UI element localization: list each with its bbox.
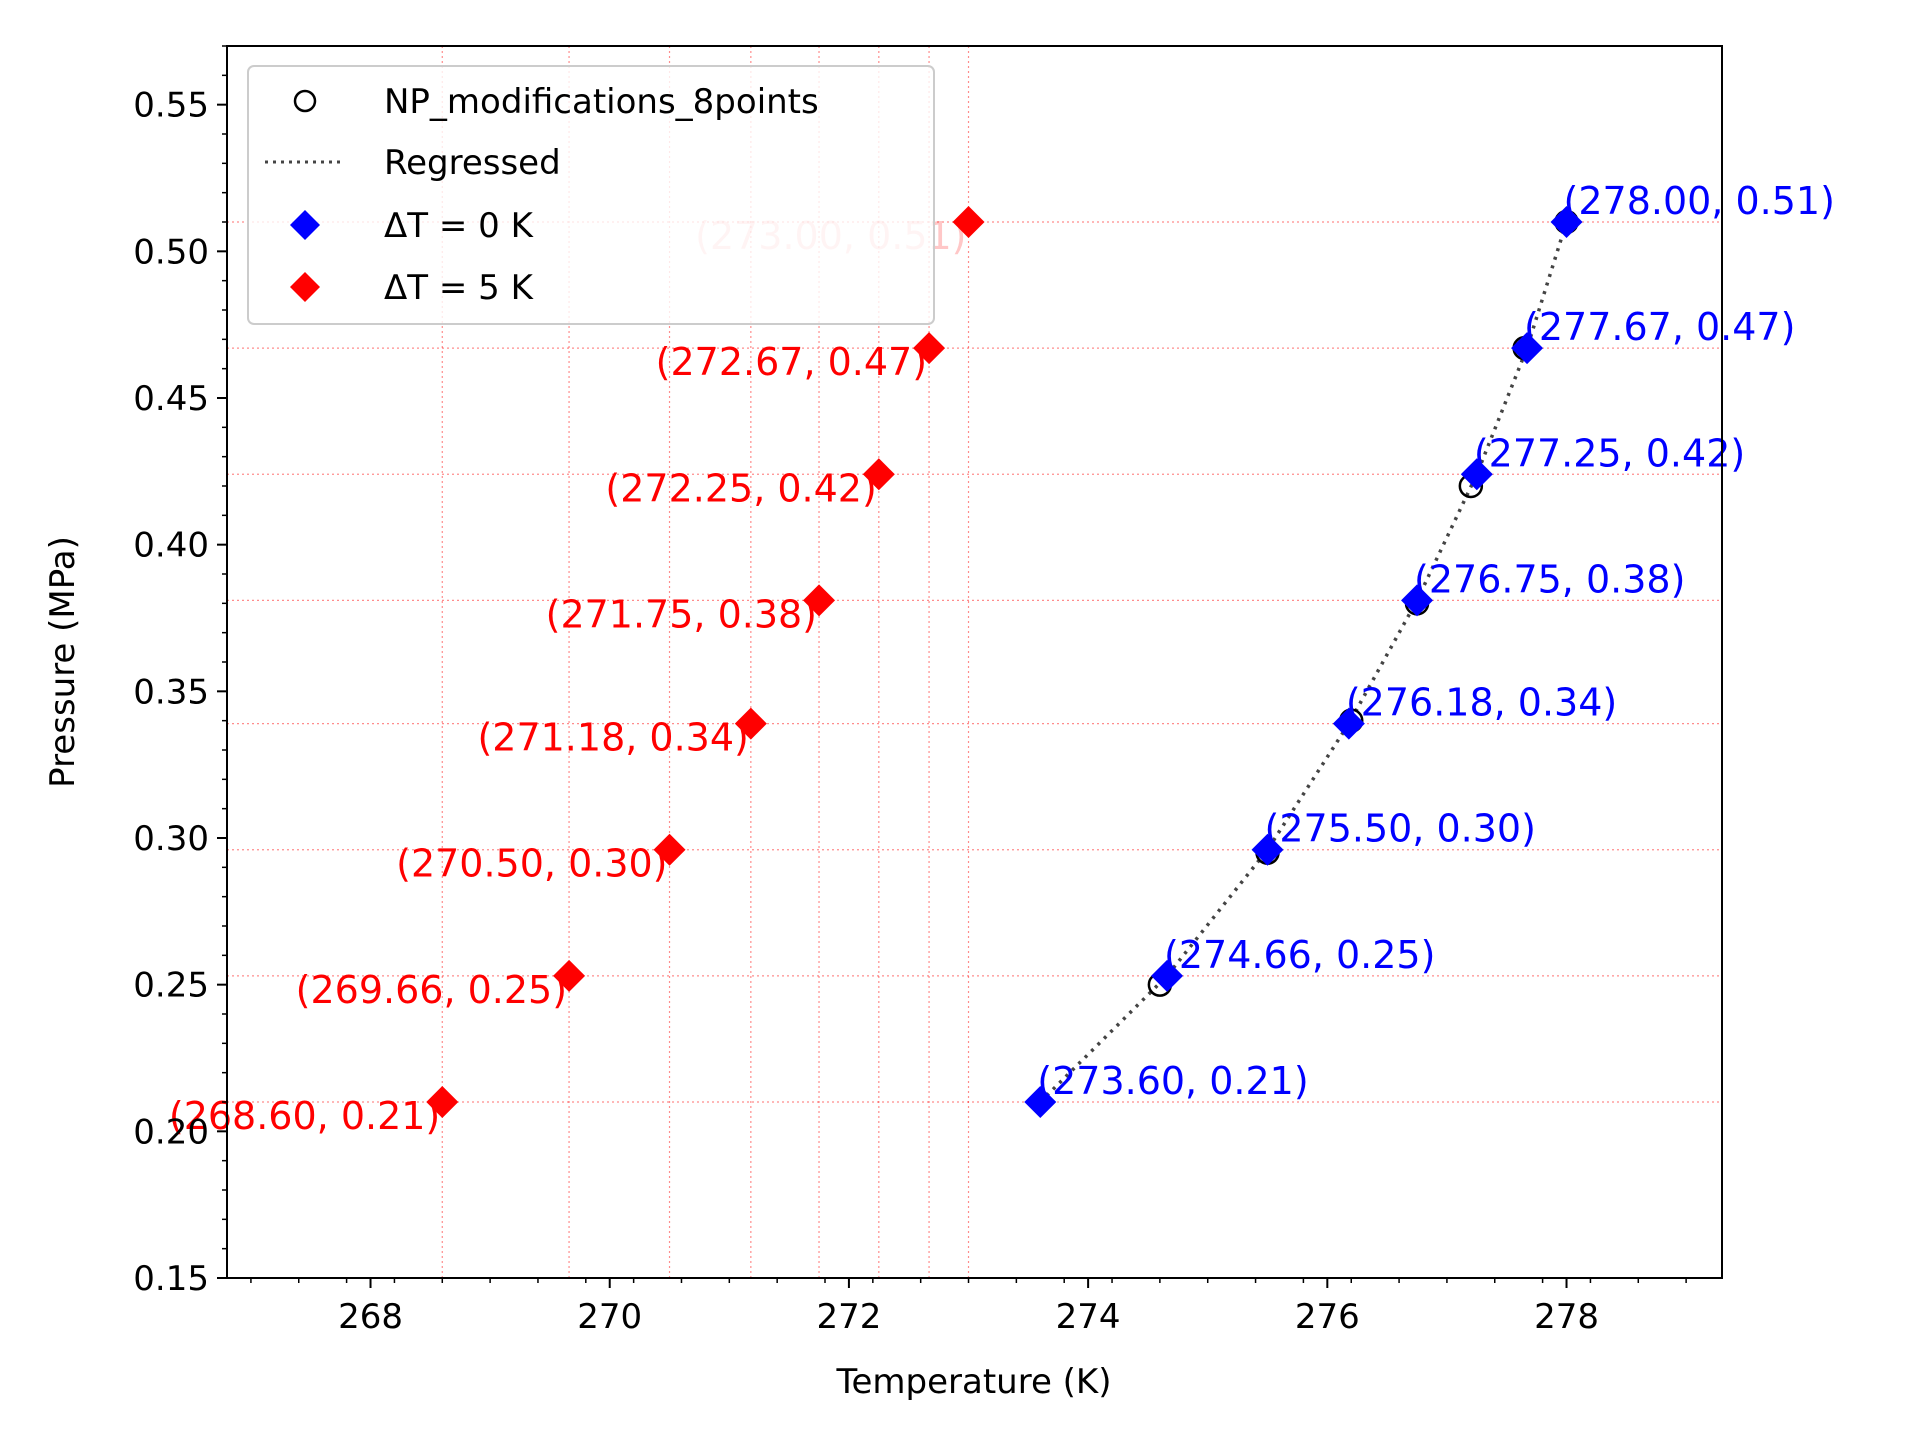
x-tick-label: 278 (1534, 1297, 1599, 1337)
x-tick-label: 268 (338, 1297, 403, 1337)
x-axis-label: Temperature (K) (835, 1362, 1111, 1402)
legend-box (247, 65, 935, 325)
dt5-diamond-marker (734, 707, 767, 740)
dt5-diamond-marker (803, 584, 836, 617)
legend-red-diamond-icon (290, 272, 320, 302)
dt5-point-label: (272.67, 0.47) (656, 340, 927, 384)
legend-label-dt0: ΔT = 0 K (384, 206, 535, 246)
data-markers (426, 206, 1583, 1118)
dt0-point-label: (278.00, 0.51) (1564, 179, 1835, 223)
dt5-point-label: (271.75, 0.38) (546, 592, 817, 636)
dt5-diamond-marker (653, 833, 686, 866)
legend: NP_modifications_8points Regressed ΔT = … (247, 65, 935, 325)
dt0-point-label: (276.75, 0.38) (1414, 557, 1685, 601)
y-axis-label: Pressure (MPa) (43, 536, 83, 788)
x-tick-label: 272 (816, 1297, 881, 1337)
dt5-point-label: (272.25, 0.42) (605, 466, 876, 510)
y-axis-ticks: 0.15 0.20 0.25 0.30 0.35 0.40 0.45 0.50 0.55 (133, 45, 227, 1299)
x-tick-label: 276 (1295, 1297, 1360, 1337)
y-tick-label: 0.25 (133, 966, 209, 1006)
legend-label-regressed: Regressed (384, 143, 561, 183)
y-tick-label: 0.30 (133, 819, 209, 859)
dt0-diamond-marker (1332, 707, 1365, 740)
dt0-point-label: (277.67, 0.47) (1524, 305, 1795, 349)
dt5-diamond-marker (913, 332, 946, 365)
dt0-diamond-marker (1401, 584, 1434, 617)
dt5-point-label: (271.18, 0.34) (477, 716, 748, 760)
dt0-diamond-marker (1251, 833, 1284, 866)
y-tick-label: 0.40 (133, 526, 209, 566)
dt0-diamond-marker (1460, 458, 1493, 491)
dt0-point-label: (274.66, 0.25) (1164, 933, 1435, 977)
legend-circle-icon (293, 89, 317, 113)
dt0-diamond-marker (1151, 959, 1184, 992)
x-tick-label: 270 (577, 1297, 642, 1337)
dt0-diamond-marker (1550, 206, 1583, 238)
dt0-diamond-marker (1511, 332, 1544, 365)
legend-label-dt5: ΔT = 5 K (384, 268, 535, 308)
dt0-point-label: (276.18, 0.34) (1346, 681, 1617, 725)
dt0-point-label: (277.25, 0.42) (1474, 431, 1745, 475)
y-tick-label: 0.20 (133, 1112, 209, 1152)
dt0-point-label: (273.60, 0.21) (1037, 1059, 1308, 1103)
regressed-polyline (1039, 221, 1569, 1104)
legend-blue-diamond-icon (290, 210, 320, 240)
y-tick-label: 0.15 (133, 1259, 209, 1299)
dt5-point-label: (269.66, 0.25) (296, 968, 567, 1012)
y-tick-label: 0.35 (133, 672, 209, 712)
dt5-point-label: (268.60, 0.21) (169, 1094, 440, 1138)
dt5-diamond-marker (426, 1086, 459, 1118)
y-tick-label: 0.50 (133, 232, 209, 272)
dt0-diamond-marker (1024, 1086, 1057, 1118)
x-axis-ticks: 268 270 272 274 276 278 (250, 1278, 1687, 1337)
dt5-diamond-marker (952, 206, 985, 238)
y-tick-label: 0.45 (133, 379, 209, 419)
dt5-diamond-marker (553, 959, 586, 992)
legend-label-np: NP_modifications_8points (384, 82, 819, 122)
dt5-diamond-marker (862, 458, 895, 491)
dt0-point-label: (275.50, 0.30) (1265, 807, 1536, 851)
dt5-point-label: (270.50, 0.30) (396, 842, 667, 886)
regressed-line (1039, 221, 1569, 1104)
y-tick-label: 0.55 (133, 86, 209, 126)
x-tick-label: 274 (1056, 1297, 1121, 1337)
